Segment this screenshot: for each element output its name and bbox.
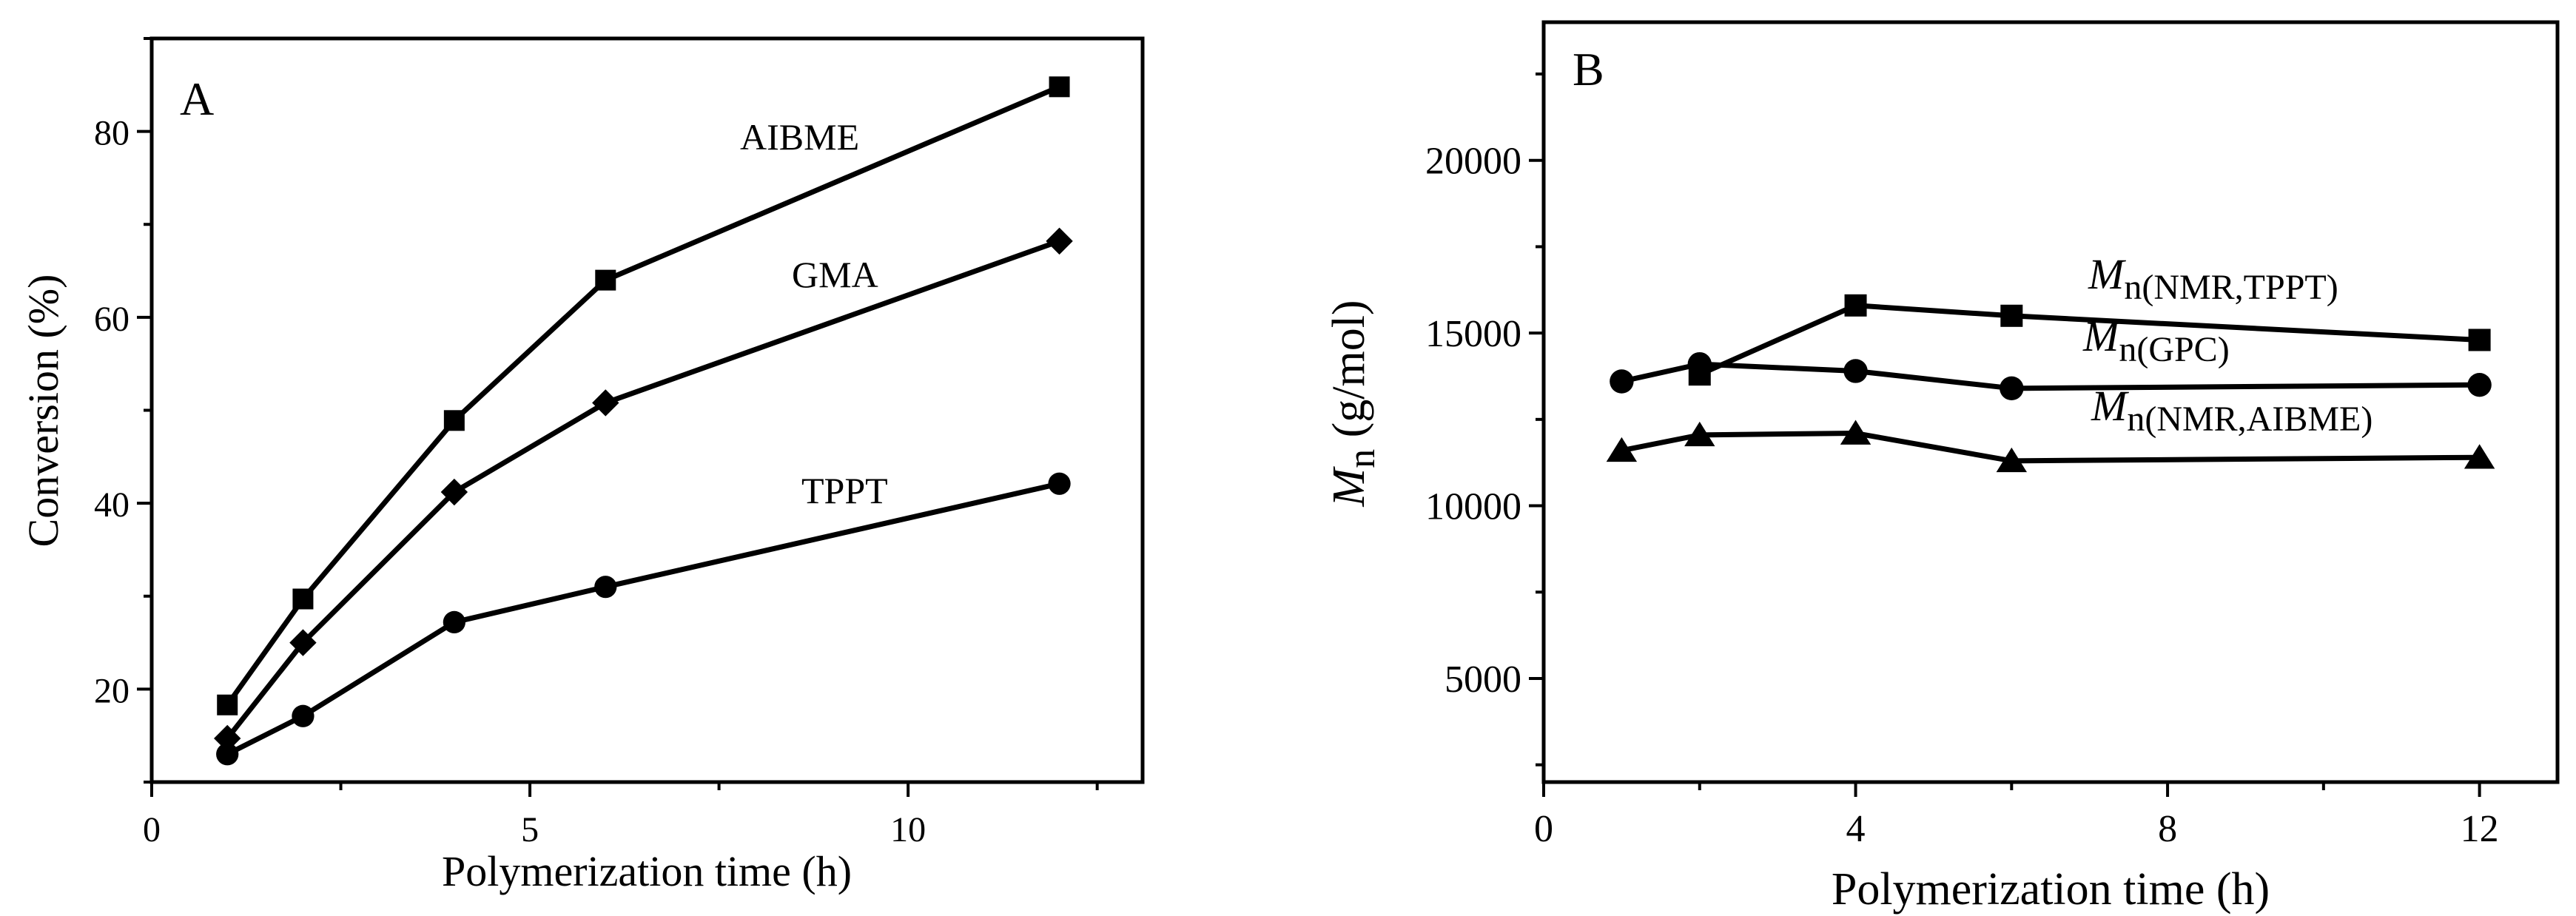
chart-a-x-ticks: 0 5 10 (143, 782, 1099, 849)
chart-b-y-ticks: 5000 10000 15000 20000 (1425, 73, 1544, 767)
data-point-mn-gpc (2000, 376, 2024, 401)
label-main: M (2088, 250, 2126, 298)
x-tick-label: 4 (1846, 808, 1866, 850)
data-point-mn-gpc (1687, 351, 1712, 377)
data-point-mn-gpc (1843, 359, 1868, 383)
label-sub: n(NMR,AIBME) (2127, 400, 2372, 439)
data-point-mn-nmr-tppt (2000, 304, 2023, 327)
data-point-mn-nmr-aibme (1606, 437, 1638, 462)
x-tick-label: 12 (2461, 808, 2499, 850)
data-point-mn-nmr-aibme (1996, 447, 2028, 473)
y-label-sub: n (1341, 449, 1383, 468)
data-point-mn-nmr-aibme (2464, 444, 2495, 469)
series-line-mn-nmr-tppt (1698, 303, 2480, 377)
label-main: M (2091, 382, 2129, 430)
chart-a-series (214, 76, 1073, 766)
label-main: M (2082, 312, 2121, 360)
y-label-unit: (g/mol) (1324, 300, 1374, 448)
chart-b-series-label-gpc: Mn(GPC) (2082, 312, 2230, 369)
data-point-gma (289, 629, 317, 656)
data-point-aibme (292, 588, 314, 610)
chart-a-panel-label: A (180, 73, 214, 125)
chart-a-x-axis-label: Polymerization time (h) (442, 847, 852, 895)
series-line-gma (225, 238, 1060, 741)
chart-b-x-ticks: 0 4 8 12 (1534, 782, 2499, 850)
data-point-aibme (1049, 76, 1070, 98)
data-point-mn-nmr-aibme (1840, 420, 1872, 445)
y-tick-label: 15000 (1425, 313, 1521, 355)
data-point-tppt (443, 610, 465, 634)
data-point-mn-nmr-tppt (1844, 294, 1867, 317)
data-point-gma (592, 389, 619, 417)
data-point-aibme (217, 694, 238, 715)
data-point-mn-gpc (1610, 369, 1634, 394)
data-point-tppt (292, 704, 315, 727)
chart-b: 0 4 8 12 5000 10000 15000 20000 B Mn(NMR,TPPT)… (1324, 20, 2560, 915)
series-line-aibme (225, 84, 1060, 707)
chart-b-y-axis-label: Mn (g/mol) (1324, 300, 1383, 507)
data-point-tppt (594, 576, 617, 599)
chart-a-series-label-gma: GMA (792, 254, 878, 295)
chart-b-panel-label: B (1573, 43, 1604, 95)
series-line-tppt (226, 481, 1060, 757)
chart-a-series-label-tppt: TPPT (801, 470, 888, 511)
chart-b-series (1606, 294, 2495, 473)
data-point-mn-nmr-tppt (2468, 329, 2491, 351)
x-tick-label: 0 (1534, 808, 1553, 850)
x-tick-label: 8 (2158, 808, 2177, 850)
y-tick-label: 60 (94, 300, 130, 339)
chart-a-y-axis-label: Conversion (%) (19, 275, 67, 548)
data-point-aibme (443, 410, 465, 431)
y-tick-label: 20 (94, 671, 130, 710)
y-tick-label: 20000 (1425, 141, 1521, 183)
y-tick-label: 5000 (1445, 659, 1521, 701)
chart-a-plot-frame (149, 36, 1145, 784)
x-tick-label: 5 (521, 810, 539, 849)
data-point-aibme (595, 269, 616, 291)
chart-b-plot-frame (1541, 20, 2560, 784)
data-point-tppt (216, 743, 239, 766)
y-label-main: M (1324, 466, 1374, 508)
chart-b-x-axis-label: Polymerization time (h) (1832, 864, 2270, 915)
chart-a-y-ticks: 20 40 60 80 (94, 37, 152, 784)
y-tick-label: 10000 (1425, 486, 1521, 528)
series-line-mn-gpc (1621, 361, 2480, 391)
y-tick-label: 40 (94, 485, 130, 525)
data-point-mn-gpc (2467, 372, 2492, 397)
chart-a: 0 5 10 20 40 60 80 A AIBME GMA TPPT Polymeriz… (19, 36, 1145, 895)
data-point-gma (440, 478, 468, 506)
x-tick-label: 10 (890, 810, 926, 849)
y-tick-label: 80 (94, 114, 130, 153)
chart-a-series-label-aibme: AIBME (740, 116, 859, 158)
chart-b-series-label-nmr-aibme: Mn(NMR,AIBME) (2091, 382, 2372, 439)
label-sub: n(GPC) (2119, 330, 2229, 369)
data-point-gma (214, 724, 241, 752)
data-point-tppt (1048, 472, 1071, 495)
data-point-gma (1046, 227, 1073, 255)
chart-b-series-label-nmr-tppt: Mn(NMR,TPPT) (2088, 250, 2338, 307)
data-point-mn-nmr-aibme (1684, 421, 1715, 447)
label-sub: n(NMR,TPPT) (2124, 268, 2338, 307)
x-tick-label: 0 (143, 810, 161, 849)
